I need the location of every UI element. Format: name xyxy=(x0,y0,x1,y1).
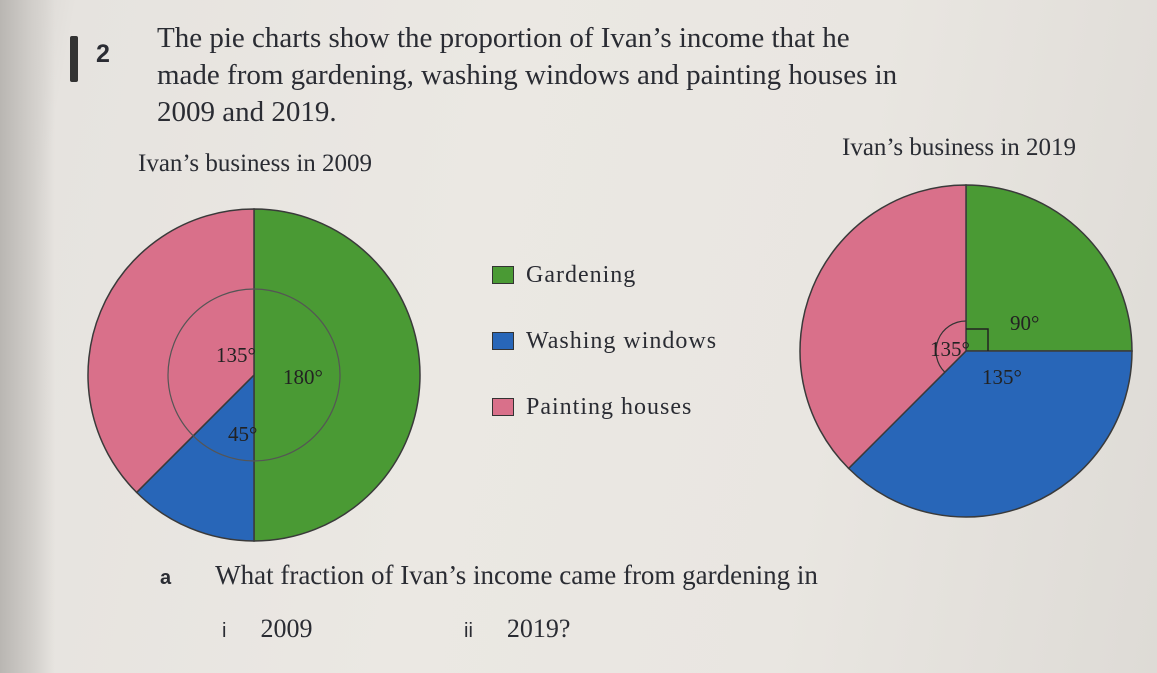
pie-2019-angle-arc xyxy=(935,320,967,373)
pie-2019-slice-washing-windows xyxy=(847,350,1133,518)
pie-2009-slice-washing-windows xyxy=(135,373,255,542)
pie-2019-label-painting-houses: 135° xyxy=(930,337,970,361)
pie-2019-label-washing-windows: 135° xyxy=(982,365,1022,389)
pie-2009-label-painting-houses: 135° xyxy=(216,343,256,367)
legend-item-gardening: Gardening xyxy=(492,262,636,289)
sub-i-text: 2009 xyxy=(260,614,313,643)
margin-marker xyxy=(70,36,78,82)
question-intro: The pie charts show the proportion of Iv… xyxy=(157,20,1057,131)
chart-title-2009: Ivan’s business in 2009 xyxy=(138,150,373,177)
legend-item-painting-houses: Painting houses xyxy=(492,394,692,421)
sub-question-i: i 2009 xyxy=(222,614,312,644)
page-gutter-shadow xyxy=(0,0,55,673)
legend-label-washing-windows: Washing windows xyxy=(526,328,718,354)
intro-line-3: 2009 and 2019. xyxy=(157,96,337,128)
pie-2009-label-washing-windows: 45° xyxy=(228,422,257,446)
sub-i-label: i xyxy=(222,620,227,642)
pie-2019-slice-gardening xyxy=(965,184,1133,352)
pie-2009: 180° 45° 135° xyxy=(87,208,421,542)
pie-2009-angle-arc xyxy=(167,288,341,462)
legend-swatch-painting-houses xyxy=(492,397,514,416)
pie-2019-label-gardening: 90° xyxy=(1010,311,1039,335)
part-a-label: a xyxy=(160,567,172,589)
part-a: a What fraction of Ivan’s income came fro… xyxy=(160,560,818,591)
pie-2009-slice-gardening xyxy=(253,208,421,542)
intro-line-1: The pie charts show the proportion of Iv… xyxy=(157,22,850,54)
pie-2019: 90° 135° 135° xyxy=(799,184,1133,518)
legend-label-gardening: Gardening xyxy=(526,262,637,288)
sub-question-ii: ii 2019? xyxy=(464,614,570,644)
question-number: 2 xyxy=(96,40,110,68)
pie-2019-right-angle-marker xyxy=(966,328,989,351)
part-a-text: What fraction of Ivan’s income came from… xyxy=(215,560,818,590)
sub-ii-text: 2019? xyxy=(506,614,571,643)
legend-item-washing-windows: Washing windows xyxy=(492,328,717,355)
legend-swatch-gardening xyxy=(492,265,514,284)
pie-2019-slice-painting-houses xyxy=(799,184,967,470)
intro-line-2: made from gardening, washing windows and… xyxy=(157,59,898,91)
sub-ii-label: ii xyxy=(464,620,473,642)
legend-swatch-washing-windows xyxy=(492,331,514,350)
chart-title-2019: Ivan’s business in 2019 xyxy=(842,134,1077,161)
legend-label-painting-houses: Painting houses xyxy=(526,394,693,420)
pie-2009-label-gardening: 180° xyxy=(283,365,323,389)
